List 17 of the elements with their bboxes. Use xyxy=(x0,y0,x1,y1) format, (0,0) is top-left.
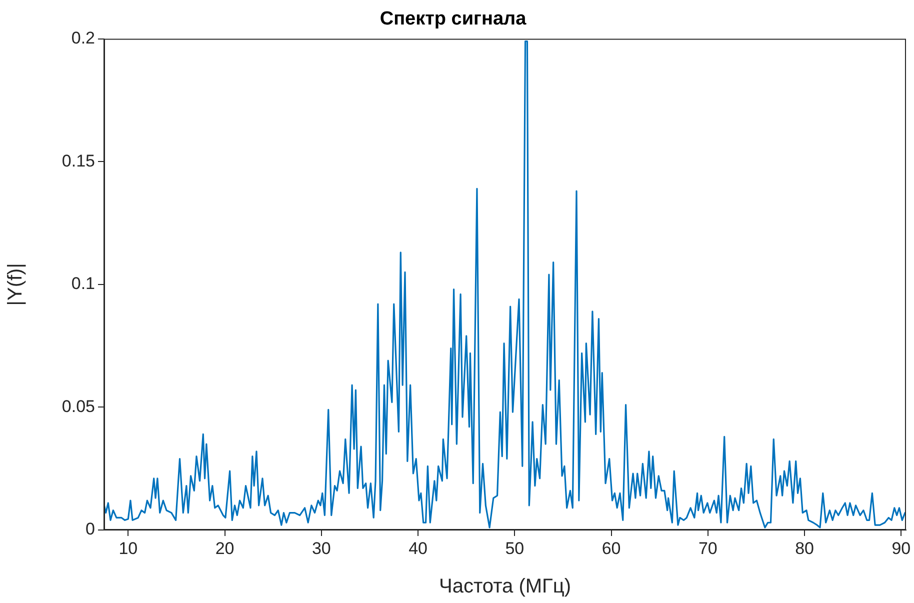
y-axis-title: |Y(f)| xyxy=(4,263,27,306)
x-tick-label: 20 xyxy=(215,538,234,558)
y-tick-label: 0.1 xyxy=(71,274,95,294)
x-tick-label: 40 xyxy=(408,538,428,558)
y-tick-label: 0.2 xyxy=(71,28,95,48)
x-axis-title: Частота (МГц) xyxy=(439,576,571,598)
x-tick-label: 50 xyxy=(505,538,524,558)
x-tick-label: 60 xyxy=(602,538,621,558)
x-tick-label: 30 xyxy=(312,538,331,558)
y-tick-label: 0.15 xyxy=(62,151,95,170)
x-tick-label: 70 xyxy=(698,538,718,558)
chart-title: Спектр сигнала xyxy=(380,8,527,30)
x-tick-label: 10 xyxy=(118,538,138,558)
x-tick-label: 80 xyxy=(795,538,814,558)
x-tick-label: 90 xyxy=(892,538,911,558)
y-tick-label: 0 xyxy=(86,520,95,539)
y-tick-label: 0.05 xyxy=(62,396,95,416)
